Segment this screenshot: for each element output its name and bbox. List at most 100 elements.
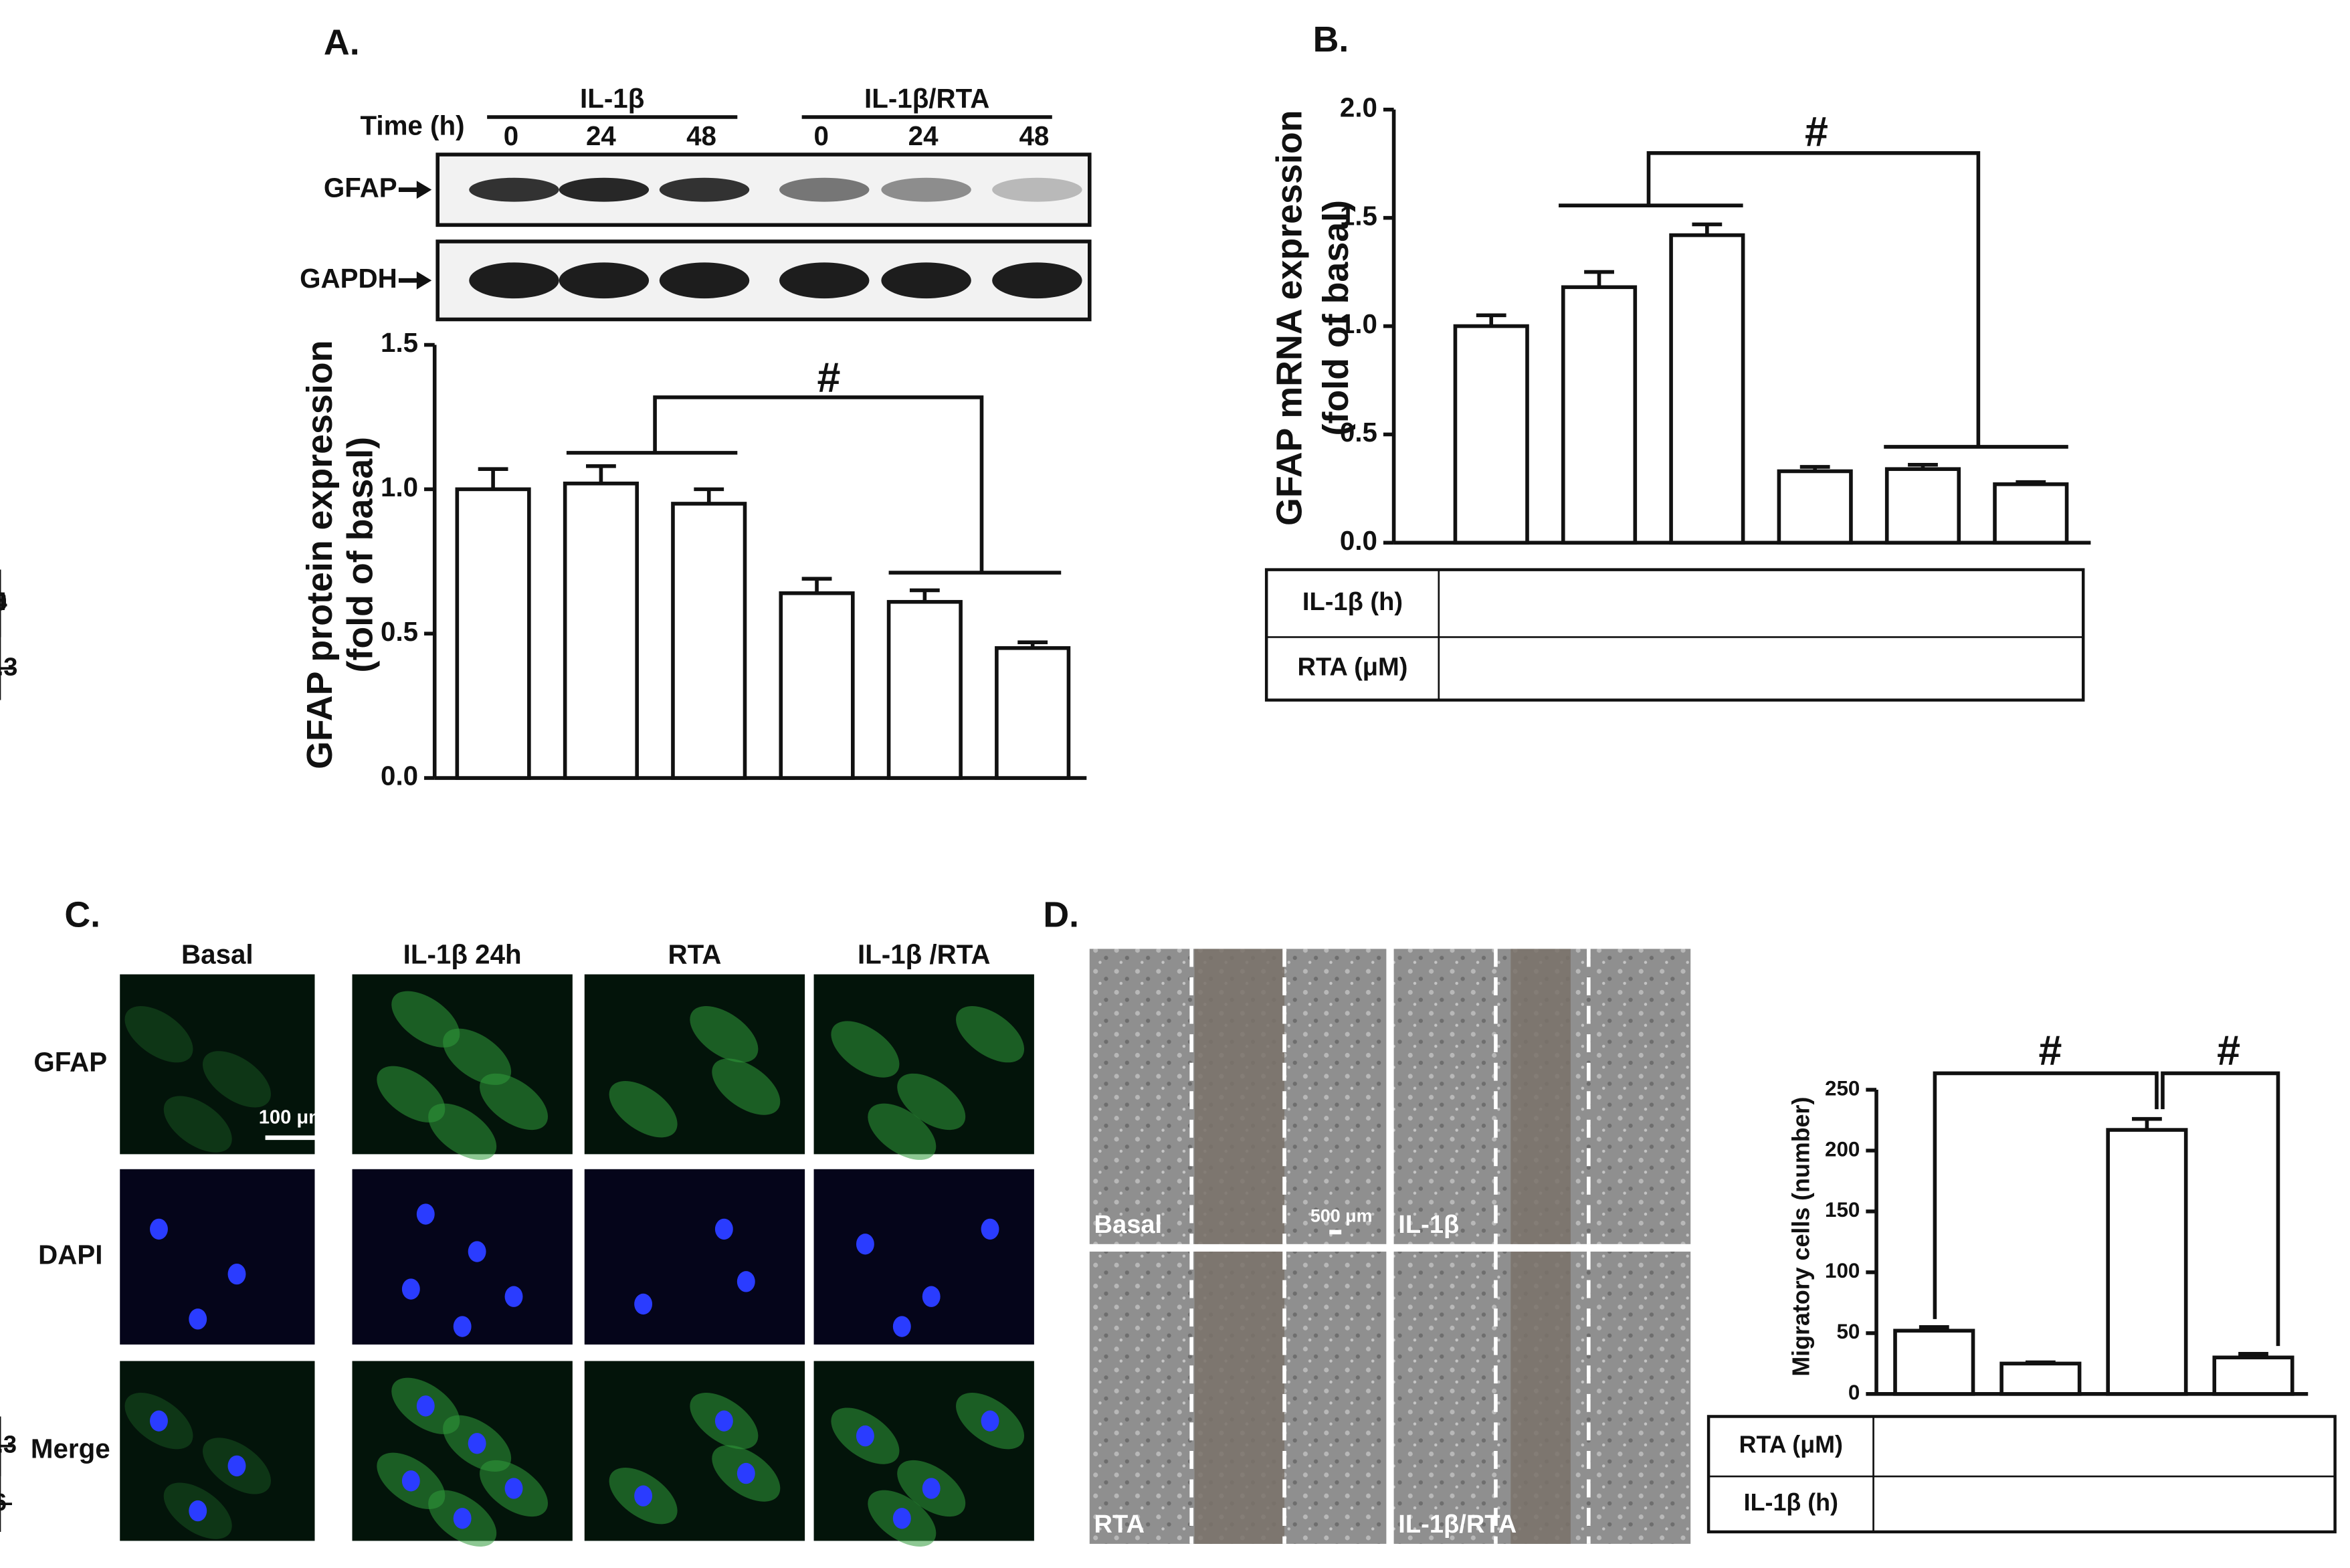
nucleus bbox=[150, 1218, 168, 1240]
bar bbox=[1993, 482, 2069, 545]
table-cell: 6 bbox=[0, 588, 7, 616]
micrograph bbox=[120, 974, 315, 1155]
table-cell: 0 bbox=[0, 588, 7, 616]
nucleus bbox=[737, 1271, 755, 1292]
blot-band bbox=[779, 177, 870, 202]
y-tick-label: 1.5 bbox=[381, 327, 418, 358]
nucleus bbox=[981, 1410, 999, 1432]
panel-label: A. bbox=[324, 23, 360, 63]
row-label: GAPDH bbox=[300, 263, 397, 294]
nucleus bbox=[416, 1203, 435, 1225]
significance-bracket bbox=[2161, 1071, 2280, 1347]
scratch-gap bbox=[1194, 1252, 1285, 1544]
nucleus bbox=[401, 1278, 420, 1300]
nucleus bbox=[468, 1433, 486, 1454]
nucleus bbox=[416, 1395, 435, 1417]
scale-bar-label: 100 μm bbox=[259, 1106, 326, 1128]
table-cell: — bbox=[0, 654, 13, 682]
nucleus bbox=[453, 1508, 472, 1529]
bar bbox=[2212, 1355, 2294, 1396]
group-label: IL-1β/RTA bbox=[864, 83, 989, 114]
nucleus bbox=[922, 1286, 941, 1307]
table-frame bbox=[1706, 1415, 2337, 1534]
table-cell: 0.3 bbox=[0, 1432, 17, 1458]
y-tick-label: 1.0 bbox=[1340, 308, 1377, 339]
table-cell: 0.3 bbox=[0, 1432, 17, 1458]
blot-band bbox=[992, 177, 1082, 202]
table-cell: 0.3 bbox=[0, 654, 17, 682]
y-tick-label: 0.5 bbox=[381, 616, 418, 647]
annotation: # bbox=[2217, 1027, 2240, 1074]
y-tick-label: 0 bbox=[1848, 1381, 1860, 1404]
nucleus bbox=[227, 1263, 246, 1285]
nucleus bbox=[504, 1478, 523, 1499]
micrograph bbox=[352, 1169, 573, 1345]
table-cell: 4 bbox=[0, 588, 7, 616]
cell-body bbox=[712, 1058, 781, 1115]
y-tick-label: 250 bbox=[1825, 1076, 1860, 1100]
y-tick-label: 1.5 bbox=[1340, 200, 1377, 231]
bar bbox=[779, 591, 855, 780]
table-row-label: RTA (μM) bbox=[1739, 1432, 1843, 1458]
annotation: # bbox=[817, 355, 841, 401]
y-axis-label: (fold of basal) bbox=[1316, 200, 1356, 435]
scratch-gap bbox=[1510, 1252, 1571, 1544]
bar bbox=[1884, 467, 1961, 545]
cell-body bbox=[124, 1006, 193, 1063]
cell-body bbox=[831, 1021, 900, 1078]
lane-label: 24 bbox=[908, 120, 939, 151]
significance-bracket bbox=[1646, 151, 1981, 447]
y-tick-label: 150 bbox=[1825, 1198, 1860, 1221]
column-label: IL-1β 24h bbox=[403, 939, 522, 969]
nucleus bbox=[150, 1410, 168, 1432]
arrow bbox=[398, 181, 432, 199]
cell-body bbox=[690, 1006, 759, 1063]
cell-body bbox=[377, 1066, 446, 1122]
cell-body bbox=[163, 1096, 232, 1153]
bar bbox=[563, 481, 639, 780]
nucleus bbox=[189, 1500, 207, 1522]
column-label: RTA bbox=[668, 939, 722, 969]
row-label: Merge bbox=[31, 1434, 110, 1464]
table-cell: 0 bbox=[0, 588, 7, 616]
table-row-label: RTA (μM) bbox=[1297, 654, 1407, 682]
row-label: GFAP bbox=[33, 1047, 107, 1078]
scratch-gap bbox=[1510, 949, 1571, 1244]
y-tick-label: 0.0 bbox=[1340, 525, 1377, 556]
blot-band bbox=[559, 262, 650, 299]
y-tick-label: 0.5 bbox=[1340, 417, 1377, 448]
y-tick-label: 200 bbox=[1825, 1137, 1860, 1161]
nucleus bbox=[504, 1286, 523, 1307]
blot-band bbox=[659, 177, 750, 202]
nucleus bbox=[453, 1316, 472, 1337]
panel-label: B. bbox=[1313, 19, 1349, 60]
nucleus bbox=[714, 1410, 733, 1432]
bar bbox=[1999, 1361, 2082, 1396]
nucleus bbox=[856, 1425, 874, 1447]
bar bbox=[886, 599, 963, 780]
scratch-gap bbox=[1194, 949, 1285, 1244]
micrograph bbox=[584, 1169, 805, 1345]
table-cell: — bbox=[0, 1489, 12, 1516]
annotation: # bbox=[1805, 108, 1828, 155]
blot-band bbox=[779, 262, 870, 299]
micrograph bbox=[584, 974, 805, 1155]
cell-body bbox=[391, 991, 460, 1048]
cell-body bbox=[202, 1051, 271, 1108]
bar bbox=[1893, 1329, 1975, 1396]
image-label: RTA bbox=[1094, 1510, 1145, 1539]
row-label: DAPI bbox=[38, 1240, 102, 1270]
nucleus bbox=[227, 1455, 246, 1477]
arrow bbox=[398, 271, 432, 290]
y-axis-label: GFAP mRNA expression bbox=[1269, 110, 1309, 525]
blot-band bbox=[992, 262, 1082, 299]
cell-body bbox=[480, 1073, 549, 1131]
nucleus bbox=[714, 1218, 733, 1240]
cell-body bbox=[868, 1103, 937, 1160]
lane-label: 48 bbox=[1019, 120, 1049, 151]
nucleus bbox=[892, 1508, 911, 1529]
y-tick-label: 50 bbox=[1836, 1320, 1860, 1343]
y-tick-label: 1.0 bbox=[381, 472, 418, 502]
